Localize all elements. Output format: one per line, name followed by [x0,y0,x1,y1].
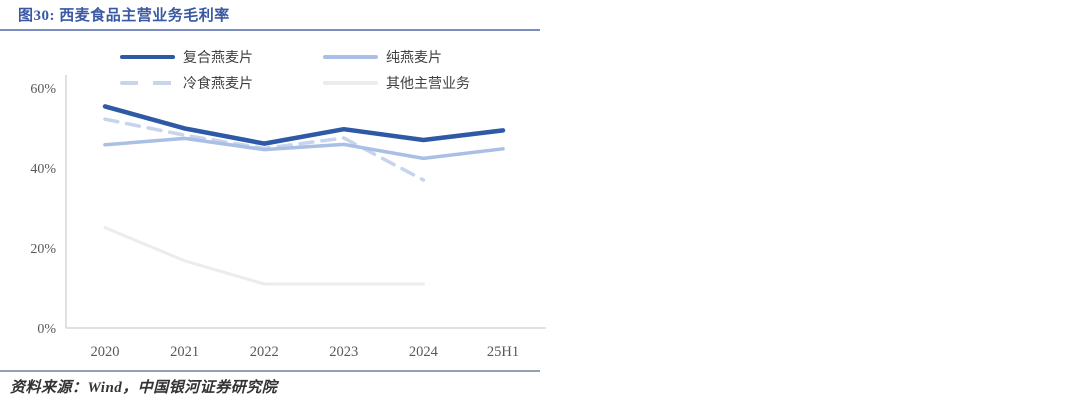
y-axis-label: 60% [30,82,56,97]
legend-label: 纯燕麦片 [386,51,442,66]
x-axis-label: 2020 [91,344,120,360]
x-axis-label: 2022 [250,344,279,360]
y-axis-label: 20% [30,242,56,257]
legend-dashed-swatch [120,81,175,85]
y-axis-label: 40% [30,162,56,177]
footer-separator [0,370,540,372]
legend-label: 复合燕麦片 [183,51,253,66]
legend-line-swatch [323,55,378,59]
legend-item-cold-oatmeal: 冷食燕麦片 [120,73,253,93]
source-note: 资料来源：Wind，中国银河证券研究院 [10,380,278,396]
page-title: 图30: 西麦食品主营业务毛利率 [18,8,230,24]
legend-item-compound-oatmeal: 复合燕麦片 [120,47,253,67]
gross-margin-line-chart: 60% 40% 20% 0% 2020 2021 2022 2023 2024 25H1 [30,75,546,360]
series-line-4 [103,226,425,286]
legend-label: 冷食燕麦片 [183,77,253,92]
legend-item-other-business: 其他主营业务 [323,73,470,93]
series-line-2 [103,136,505,161]
x-axis-label: 2021 [170,344,199,360]
x-axis-label: 25H1 [487,344,519,360]
legend-line-swatch [323,81,378,85]
legend-item-pure-oatmeal: 纯燕麦片 [323,47,442,67]
series-line-1 [102,104,506,146]
title-underline [0,29,540,31]
y-axis-label: 0% [37,322,56,337]
x-axis-label: 2023 [329,344,358,360]
legend-label: 其他主营业务 [386,77,470,92]
x-axis-label: 2024 [409,344,439,360]
legend-line-swatch [120,55,175,59]
